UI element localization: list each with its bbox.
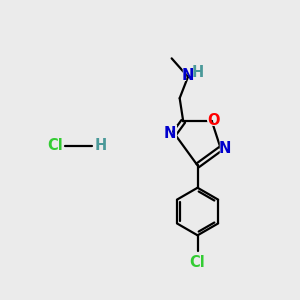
Text: N: N xyxy=(219,141,231,156)
Text: N: N xyxy=(180,66,196,85)
Text: N: N xyxy=(217,139,233,158)
Text: Cl: Cl xyxy=(47,138,63,153)
Text: Cl: Cl xyxy=(190,255,206,270)
Text: O: O xyxy=(205,111,221,130)
Text: N: N xyxy=(182,68,194,83)
Text: N: N xyxy=(162,124,178,143)
Text: H: H xyxy=(191,65,204,80)
Text: H: H xyxy=(94,138,107,153)
Text: N: N xyxy=(164,126,176,141)
Text: O: O xyxy=(207,113,219,128)
